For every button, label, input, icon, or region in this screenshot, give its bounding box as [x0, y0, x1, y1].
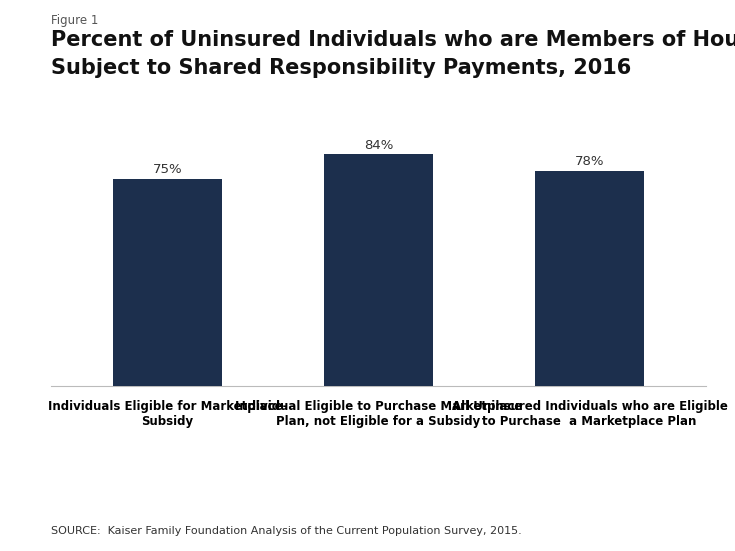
- Text: 78%: 78%: [575, 155, 604, 168]
- Text: Percent of Uninsured Individuals who are Members of Households: Percent of Uninsured Individuals who are…: [51, 30, 735, 50]
- Bar: [112, 179, 223, 386]
- Text: KAISER: KAISER: [635, 496, 692, 510]
- Text: SOURCE:  Kaiser Family Foundation Analysis of the Current Population Survey, 201: SOURCE: Kaiser Family Foundation Analysi…: [51, 526, 522, 536]
- Text: Subject to Shared Responsibility Payments, 2016: Subject to Shared Responsibility Payment…: [51, 58, 631, 78]
- Text: FAMILY: FAMILY: [637, 510, 690, 525]
- Text: Figure 1: Figure 1: [51, 14, 98, 27]
- Bar: [534, 171, 645, 386]
- Text: FOUNDATION: FOUNDATION: [644, 532, 683, 537]
- Bar: [323, 154, 434, 386]
- Text: 75%: 75%: [153, 163, 182, 176]
- Text: 84%: 84%: [364, 138, 393, 152]
- Text: THE HENRY J.: THE HENRY J.: [644, 484, 683, 489]
